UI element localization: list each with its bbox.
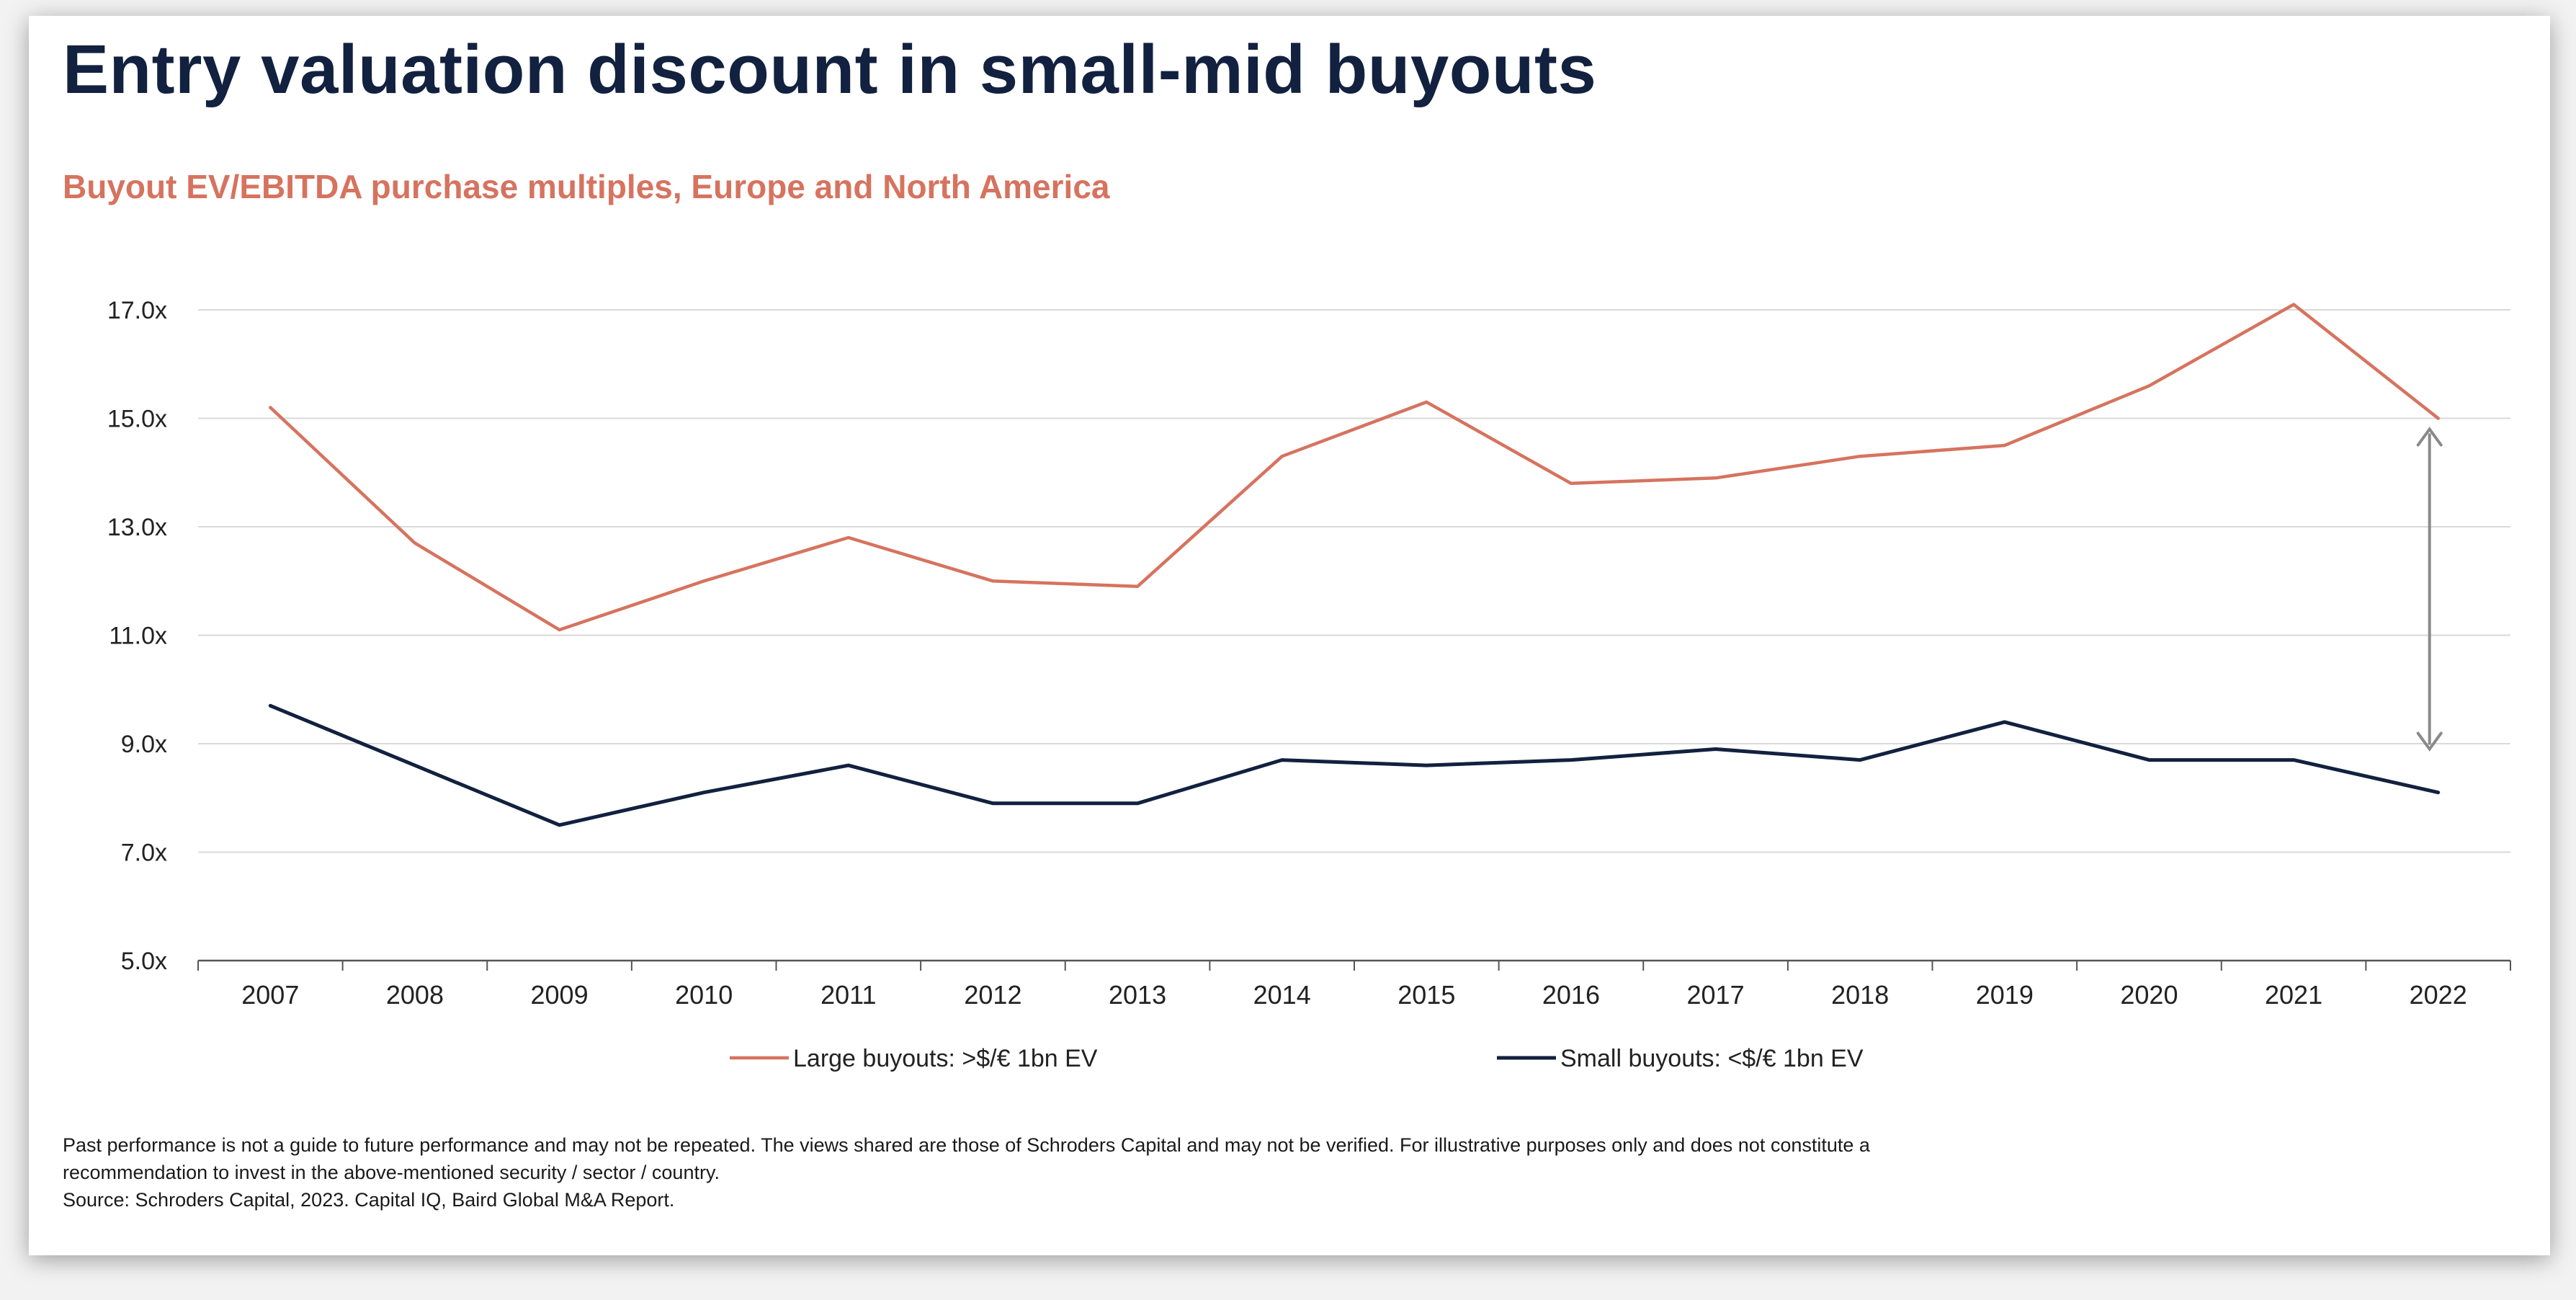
y-tick-label: 9.0x — [121, 731, 167, 758]
series-line-small — [268, 703, 2441, 827]
legend-label-large: Large buyouts: >$/€ 1bn EV — [793, 1045, 1098, 1072]
x-tick-label: 2016 — [1542, 980, 1600, 1010]
x-tick-label: 2009 — [531, 980, 589, 1010]
axes: 5.0x 7.0x 9.0x 11.0x 13.0x 15.0x 17.0x 2007 2008… — [107, 297, 2511, 1010]
disclaimer-line-1: Past performance is not a guide to futur… — [63, 1134, 1870, 1156]
gap-annotation — [2416, 427, 2443, 752]
y-tick-label: 7.0x — [121, 840, 167, 867]
x-tick-label: 2012 — [964, 980, 1021, 1010]
gap-arrow-head-down — [2416, 731, 2443, 752]
footnote: Past performance is not a guide to futur… — [63, 1131, 2440, 1214]
y-tick-label: 15.0x — [107, 406, 167, 433]
y-tick-label: 17.0x — [107, 297, 167, 324]
grid-lines — [198, 309, 2510, 853]
source-line: Source: Schroders Capital, 2023. Capital… — [63, 1189, 675, 1211]
y-tick-label: 11.0x — [109, 623, 167, 650]
y-tick-label: 13.0x — [107, 514, 167, 541]
series-lines — [268, 303, 2441, 827]
x-tick-label: 2007 — [241, 980, 299, 1010]
x-tick-label: 2018 — [1831, 980, 1889, 1010]
x-tick-label: 2015 — [1397, 980, 1455, 1010]
legend-label-small: Small buyouts: <$/€ 1bn EV — [1560, 1045, 1864, 1072]
x-tick-label: 2017 — [1687, 980, 1745, 1010]
x-tick-label: 2021 — [2265, 980, 2322, 1010]
x-tick-label: 2011 — [820, 980, 876, 1010]
disclaimer-line-2: recommendation to invest in the above-me… — [63, 1162, 720, 1183]
gap-arrow-head-up — [2416, 427, 2443, 447]
chart-title: Entry valuation discount in small-mid bu… — [63, 31, 1597, 108]
x-tick-label: 2022 — [2410, 980, 2467, 1010]
x-tick-label: 2008 — [386, 980, 444, 1010]
series-line-large — [269, 303, 2440, 632]
x-tick-label: 2020 — [2120, 980, 2178, 1010]
x-tick-label: 2010 — [675, 980, 733, 1010]
y-tick-label: 5.0x — [121, 948, 167, 975]
x-tick-label: 2013 — [1109, 980, 1166, 1010]
x-tick-label: 2019 — [1976, 980, 2034, 1010]
legend: Large buyouts: >$/€ 1bn EV Small buyouts:… — [730, 1045, 1864, 1072]
chart-subtitle: Buyout EV/EBITDA purchase multiples, Eur… — [63, 168, 1110, 205]
x-tick-label: 2014 — [1253, 980, 1311, 1010]
